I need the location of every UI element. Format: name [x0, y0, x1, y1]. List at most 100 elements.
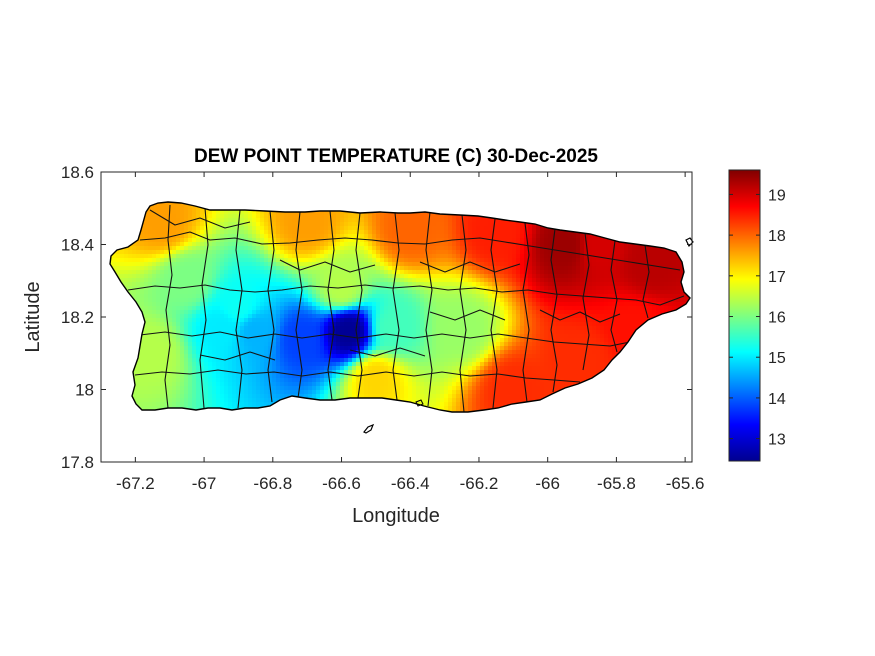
field-cell: [332, 350, 337, 355]
field-cell: [428, 270, 433, 275]
field-cell: [360, 358, 365, 363]
field-cell: [220, 338, 225, 343]
field-cell: [256, 366, 261, 371]
field-cell: [324, 262, 329, 267]
field-cell: [280, 354, 285, 359]
field-cell: [444, 346, 449, 351]
field-cell: [252, 382, 257, 387]
field-cell: [204, 334, 209, 339]
field-cell: [340, 314, 345, 319]
field-cell: [444, 274, 449, 279]
field-cell: [140, 366, 145, 371]
field-cell: [152, 342, 157, 347]
field-cell: [348, 342, 353, 347]
field-cell: [336, 302, 341, 307]
field-cell: [284, 374, 289, 379]
field-cell: [292, 242, 297, 247]
field-cell: [440, 230, 445, 235]
field-cell: [360, 298, 365, 303]
field-cell: [444, 250, 449, 255]
field-cell: [164, 346, 169, 351]
field-cell: [140, 370, 145, 375]
field-cell: [460, 242, 465, 247]
field-cell: [252, 334, 257, 339]
field-cell: [440, 226, 445, 231]
field-cell: [320, 346, 325, 351]
field-cell: [156, 314, 161, 319]
field-cell: [200, 258, 205, 263]
field-cell: [188, 366, 193, 371]
field-cell: [452, 254, 457, 259]
field-cell: [216, 354, 221, 359]
field-cell: [200, 322, 205, 327]
field-cell: [260, 370, 265, 375]
field-cell: [440, 294, 445, 299]
field-cell: [460, 286, 465, 291]
field-cell: [328, 326, 333, 331]
field-cell: [440, 378, 445, 383]
field-cell: [380, 254, 385, 259]
field-cell: [228, 262, 233, 267]
field-cell: [340, 374, 345, 379]
field-cell: [120, 274, 125, 279]
field-cell: [364, 302, 369, 307]
field-cell: [216, 278, 221, 283]
field-cell: [172, 334, 177, 339]
field-cell: [348, 306, 353, 311]
field-cell: [272, 318, 277, 323]
field-cell: [304, 342, 309, 347]
field-cell: [236, 218, 241, 223]
field-cell: [212, 346, 217, 351]
field-cell: [232, 314, 237, 319]
field-cell: [184, 346, 189, 351]
field-cell: [316, 390, 321, 395]
field-cell: [424, 346, 429, 351]
field-cell: [452, 274, 457, 279]
field-cell: [464, 346, 469, 351]
field-cell: [456, 330, 461, 335]
field-cell: [128, 282, 133, 287]
field-cell: [144, 266, 149, 271]
field-cell: [196, 370, 201, 375]
field-cell: [168, 306, 173, 311]
field-cell: [224, 270, 229, 275]
field-cell: [240, 274, 245, 279]
field-cell: [320, 382, 325, 387]
field-cell: [152, 314, 157, 319]
field-cell: [360, 334, 365, 339]
field-cell: [444, 310, 449, 315]
field-cell: [380, 238, 385, 243]
field-cell: [232, 238, 237, 243]
field-cell: [120, 262, 125, 267]
field-cell: [444, 330, 449, 335]
field-cell: [232, 334, 237, 339]
field-cell: [200, 378, 205, 383]
field-cell: [384, 258, 389, 263]
field-cell: [304, 346, 309, 351]
field-cell: [148, 234, 153, 239]
field-cell: [384, 226, 389, 231]
field-cell: [180, 310, 185, 315]
field-cell: [392, 338, 397, 343]
field-cell: [136, 394, 141, 399]
field-cell: [372, 278, 377, 283]
field-cell: [284, 282, 289, 287]
field-cell: [176, 378, 181, 383]
field-cell: [224, 238, 229, 243]
field-cell: [208, 298, 213, 303]
field-cell: [464, 302, 469, 307]
field-cell: [292, 318, 297, 323]
field-cell: [192, 246, 197, 251]
field-cell: [168, 338, 173, 343]
field-cell: [388, 334, 393, 339]
field-cell: [136, 258, 141, 263]
field-cell: [248, 222, 253, 227]
field-cell: [448, 342, 453, 347]
field-cell: [376, 302, 381, 307]
field-cell: [216, 210, 221, 215]
field-cell: [348, 326, 353, 331]
field-cell: [200, 402, 205, 407]
field-cell: [408, 366, 413, 371]
field-cell: [316, 270, 321, 275]
field-cell: [352, 302, 357, 307]
